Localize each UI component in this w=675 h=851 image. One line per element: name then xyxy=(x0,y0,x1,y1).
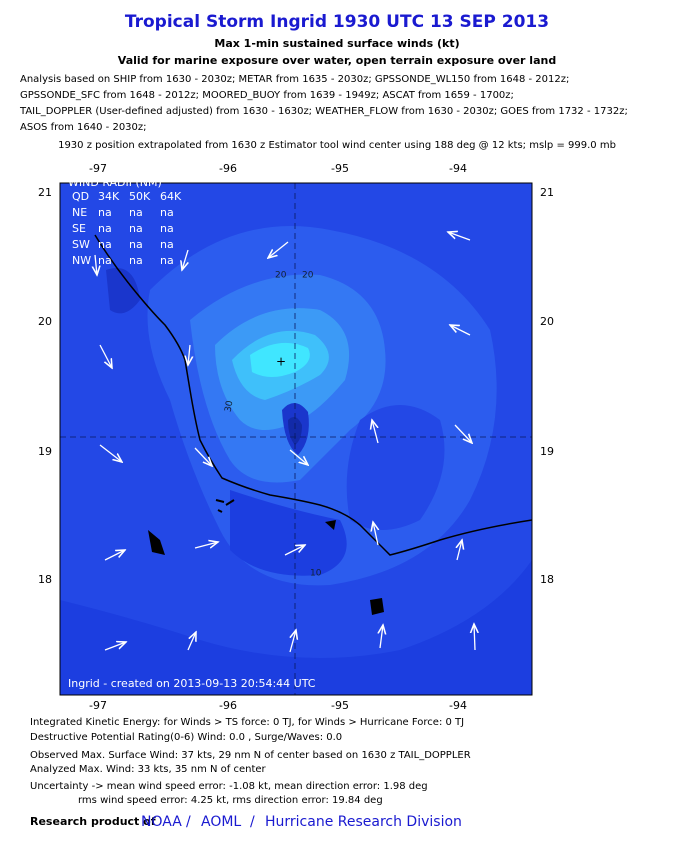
position-note: 1930 z position extrapolated from 1630 z… xyxy=(58,140,616,151)
row-label: NW xyxy=(72,254,91,267)
lat-label: 19 xyxy=(38,445,52,458)
footer: Integrated Kinetic Energy: for Winds > T… xyxy=(30,717,471,830)
link[interactable]: AOML xyxy=(201,814,241,830)
link[interactable]: Hurricane Research Division xyxy=(265,814,462,830)
contour-label: 20 xyxy=(275,271,287,281)
footer-line: Destructive Potential Rating(0-6) Wind: … xyxy=(30,732,342,743)
footer-line: Uncertainty -> mean wind speed error: -1… xyxy=(30,781,428,792)
map: + 20 30 20 10 WIND RADII (NM) QD 34K 50K… xyxy=(59,176,533,696)
lat-label: 20 xyxy=(38,315,52,328)
contour-label: 30 xyxy=(224,400,236,413)
axes: -97 -97 -96 -96 -95 -95 -94 -94 21 21 20 20 19 19 18 18 xyxy=(38,162,554,712)
lon-label: -96 xyxy=(219,699,237,712)
separator: / xyxy=(250,814,255,830)
table-cell: na xyxy=(98,238,112,251)
footer-line: Observed Max. Surface Wind: 37 kts, 29 n… xyxy=(30,750,471,761)
wind-radii-table: WIND RADII (NM) QD 34K 50K 64K NE na na na S… xyxy=(68,176,182,267)
table-header: QD xyxy=(72,190,89,203)
table-cell: na xyxy=(129,222,143,235)
analysis-line: TAIL_DOPPLER (User-defined adjusted) fro… xyxy=(19,106,628,117)
row-label: NE xyxy=(72,206,87,219)
svg-text:+: + xyxy=(276,355,286,369)
table-cell: na xyxy=(160,222,174,235)
lat-label: 21 xyxy=(540,186,554,199)
wind-arrows xyxy=(95,232,475,653)
research-label: Research product of xyxy=(30,815,156,828)
analysis-line: Analysis based on SHIP from 1630 - 2030z… xyxy=(20,74,569,85)
contour-label: 20 xyxy=(302,271,314,281)
table-cell: na xyxy=(160,254,174,267)
footer-line: Analyzed Max. Wind: 33 kts, 35 nm N of c… xyxy=(30,764,267,775)
table-cell: na xyxy=(160,238,174,251)
footer-line: rms wind speed error: 4.25 kt, rms direc… xyxy=(78,795,383,806)
separator: / xyxy=(186,814,191,830)
table-header: 50K xyxy=(129,190,151,203)
lat-label: 20 xyxy=(540,315,554,328)
lon-label: -96 xyxy=(219,162,237,175)
lat-label: 18 xyxy=(540,573,554,586)
credit: Ingrid - created on 2013-09-13 20:54:44 … xyxy=(68,677,316,690)
contour-label: 10 xyxy=(310,569,322,579)
table-cell: na xyxy=(98,222,112,235)
title: Tropical Storm Ingrid 1930 UTC 13 SEP 20… xyxy=(125,12,549,32)
lon-label: -97 xyxy=(89,162,107,175)
lat-label: 19 xyxy=(540,445,554,458)
row-label: SE xyxy=(72,222,86,235)
lon-label: -94 xyxy=(449,162,467,175)
table-cell: na xyxy=(98,254,112,267)
lat-label: 21 xyxy=(38,186,52,199)
table-cell: na xyxy=(160,206,174,219)
row-label: SW xyxy=(72,238,90,251)
analysis-line: ASOS from 1640 - 2030z; xyxy=(20,122,147,133)
table-header: 34K xyxy=(98,190,120,203)
link[interactable]: NOAA xyxy=(141,814,182,830)
analysis-line: GPSSONDE_SFC from 1648 - 2012z; MOORED_B… xyxy=(20,90,514,101)
lon-label: -95 xyxy=(331,162,349,175)
table-header: 64K xyxy=(160,190,182,203)
table-cell: na xyxy=(129,206,143,219)
lon-label: -95 xyxy=(331,699,349,712)
subtitle: Valid for marine exposure over water, op… xyxy=(118,54,556,67)
lon-label: -97 xyxy=(89,699,107,712)
table-title: WIND RADII (NM) xyxy=(68,176,162,189)
lon-label: -94 xyxy=(449,699,467,712)
table-cell: na xyxy=(129,238,143,251)
lat-label: 18 xyxy=(38,573,52,586)
footer-line: Integrated Kinetic Energy: for Winds > T… xyxy=(30,717,464,728)
table-cell: na xyxy=(98,206,112,219)
table-cell: na xyxy=(129,254,143,267)
subtitle: Max 1-min sustained surface winds (kt) xyxy=(214,37,459,50)
